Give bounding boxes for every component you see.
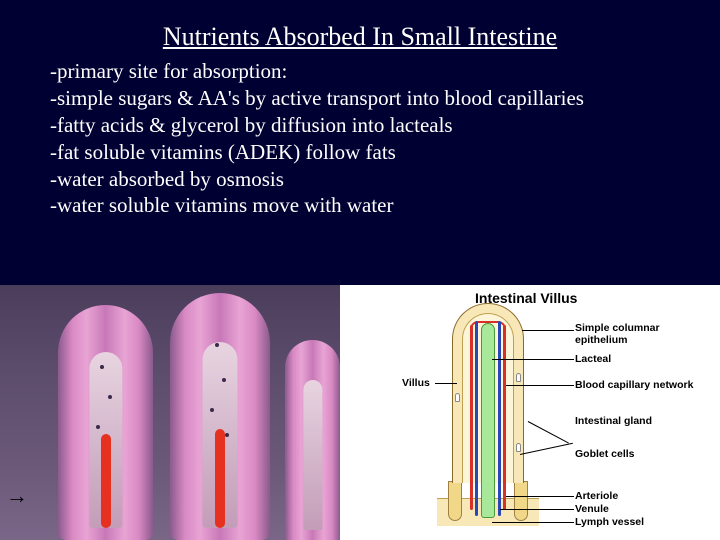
leader-line [506, 496, 574, 497]
goblet-cell [455, 393, 460, 402]
nucleus-dot [108, 395, 112, 399]
leader-line [435, 383, 457, 384]
leader-line [500, 509, 574, 510]
label-arteriole: Arteriole [575, 490, 618, 502]
bullet-item: -primary site for absorption: [50, 58, 720, 85]
leader-line [506, 385, 574, 386]
label-lacteal: Lacteal [575, 353, 611, 365]
label-venule: Venule [575, 503, 609, 515]
goblet-cell [516, 373, 521, 382]
villus-illustration [452, 303, 524, 513]
leader-line [492, 522, 574, 523]
nucleus-dot [210, 408, 214, 412]
bullet-list: -primary site for absorption: -simple su… [0, 52, 720, 219]
leader-line [520, 443, 573, 455]
histology-micrograph: → [0, 285, 340, 540]
lacteal-vessel [481, 323, 495, 518]
villus-vessel [101, 434, 111, 528]
villus-vessel [215, 429, 225, 528]
label-villus: Villus [402, 377, 430, 389]
goblet-cell [516, 443, 521, 452]
villus-lamina [303, 380, 322, 530]
arteriole-line [470, 325, 473, 510]
label-goblet: Goblet cells [575, 448, 635, 460]
villus-shape [285, 340, 340, 540]
nucleus-dot [225, 433, 229, 437]
nucleus-dot [222, 378, 226, 382]
pointer-arrow-icon: → [6, 483, 28, 509]
bullet-item: -water soluble vitamins move with water [50, 192, 720, 219]
intestinal-gland [448, 481, 462, 521]
leader-line [492, 359, 574, 360]
bullet-item: -simple sugars & AA's by active transpor… [50, 85, 720, 112]
leader-line [528, 421, 569, 443]
label-epithelium: Simple columnar epithelium [575, 323, 660, 346]
label-capillary: Blood capillary network [575, 379, 693, 391]
villus-diagram: Intestinal Villus Villus Simple columnar… [340, 285, 720, 540]
venule-line [498, 321, 501, 516]
villus-shape [170, 293, 270, 540]
venule-line [475, 321, 478, 516]
image-row: → Intestinal Villus Villus Simple column… [0, 285, 720, 540]
intestinal-gland [514, 481, 528, 521]
nucleus-dot [100, 365, 104, 369]
label-lymph: Lymph vessel [575, 516, 644, 528]
bullet-item: -water absorbed by osmosis [50, 166, 720, 193]
nucleus-dot [96, 425, 100, 429]
leader-line [522, 330, 574, 331]
label-text: epithelium [575, 335, 660, 347]
villus-shape [58, 305, 153, 540]
slide-title: Nutrients Absorbed In Small Intestine [0, 0, 720, 52]
label-text: Simple columnar [575, 323, 660, 335]
nucleus-dot [215, 343, 219, 347]
bullet-item: -fatty acids & glycerol by diffusion int… [50, 112, 720, 139]
arteriole-line [503, 325, 506, 510]
bullet-item: -fat soluble vitamins (ADEK) follow fats [50, 139, 720, 166]
label-gland: Intestinal gland [575, 415, 652, 427]
